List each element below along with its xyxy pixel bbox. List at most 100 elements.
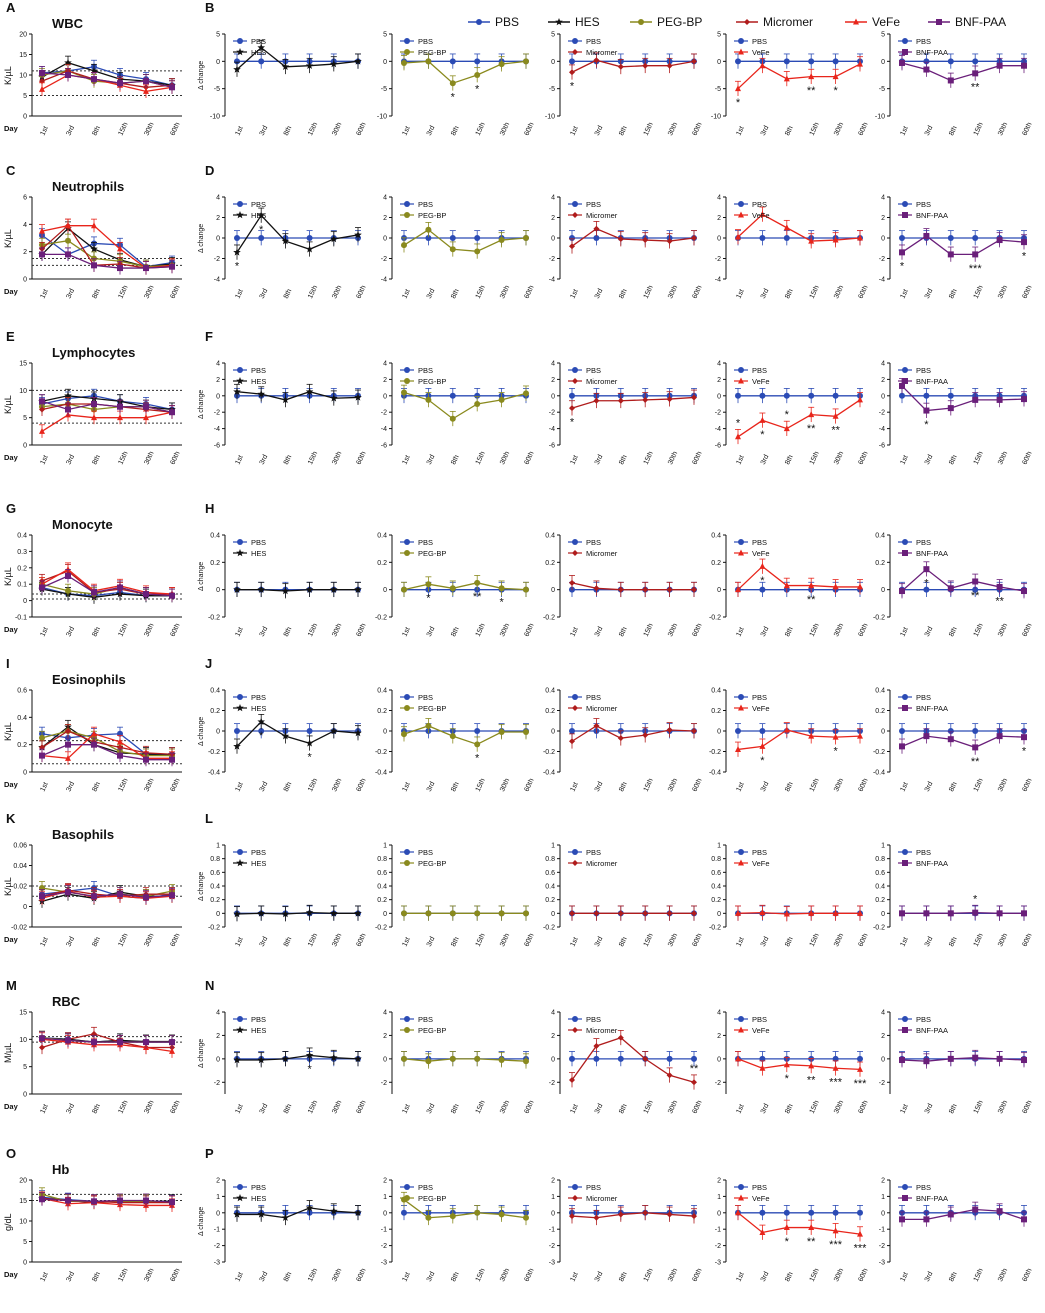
significance-mark: * [924, 578, 929, 590]
y-tick-label: 0.8 [377, 856, 387, 863]
bnf-paa-point [117, 752, 123, 759]
legend-label: HES [251, 549, 266, 558]
significance-mark: ** [971, 756, 980, 768]
bnf-paa-legend-marker [902, 378, 908, 384]
hes-point [233, 248, 241, 256]
panel-letter-left: M [6, 978, 17, 993]
peg-bp-point [425, 1214, 432, 1221]
micromer-point [666, 910, 673, 917]
x-tick-label: 3rd [65, 936, 76, 948]
legend-label: PBS [251, 366, 266, 375]
legend-label: PBS [418, 693, 433, 702]
x-tick-label: 3rd [594, 454, 605, 466]
bnf-paa-line [901, 385, 1025, 412]
x-tick-label: 1st [899, 936, 909, 947]
y-tick-label: 0 [881, 1056, 885, 1063]
bnf-paa-point [91, 76, 97, 83]
micromer-legend-marker [572, 212, 578, 218]
x-tick-label: 30th [499, 1267, 511, 1282]
significance-mark: ** [473, 591, 482, 603]
hes-point [354, 57, 362, 65]
vefe-point [65, 754, 71, 761]
vefe-legend-marker [738, 211, 744, 218]
x-tick-label: 60th [355, 1099, 367, 1114]
y-tick-label: 0.4 [17, 533, 27, 540]
x-tick-label: 15th [117, 121, 129, 136]
legend-label: BNF-PAA [916, 704, 948, 713]
bnf-paa-point [117, 584, 123, 591]
legend-label: PBS [752, 37, 767, 46]
y-tick-label: 0 [383, 1056, 387, 1063]
x-tick-label: 1st [735, 1103, 745, 1114]
y-tick-label: 1 [881, 1194, 885, 1201]
peg-bp-point [474, 910, 481, 917]
row-monocyte: G Monocyte H K/µL -0.1 0 0.1 0.2 0.3 0.4 Day 1st 3rd… [3, 501, 1034, 638]
y-tick-label: -4 [879, 277, 885, 284]
hes-point [354, 909, 362, 917]
peg-bp-point [449, 733, 456, 740]
bnf-paa-point [143, 756, 149, 763]
panel-legend: PBS Micromer [568, 1183, 618, 1203]
bnf-paa-legend-marker [902, 1027, 908, 1033]
pbs-point [617, 1055, 624, 1062]
x-tick-label: 30th [143, 932, 155, 947]
peg-bp-point [425, 722, 432, 729]
y-tick-label: -6 [381, 443, 387, 450]
vefe-point [759, 1064, 766, 1071]
pbs-point [735, 728, 741, 734]
y-tick-label: 4 [717, 1010, 721, 1017]
significance-mark: ** [971, 82, 980, 94]
pbs-legend-marker [237, 539, 243, 545]
micromer-point [642, 396, 649, 403]
y-tick-label: 4 [551, 361, 555, 368]
x-tick-label: 1st [569, 936, 579, 947]
vefe-line [737, 565, 860, 591]
delta-panel-micromer: -0.2 0 0.2 0.4 1st 3rd 8th 15th 30th 60th PBS Micro… [543, 533, 704, 638]
hes-point [233, 1056, 241, 1064]
x-tick-label: 3rd [924, 1271, 935, 1283]
bnf-paa-series [899, 1049, 1027, 1069]
micromer-point [569, 405, 575, 412]
x-tick-label: 60th [355, 450, 367, 465]
micromer-series [569, 52, 697, 80]
pbs-point [899, 728, 905, 734]
y-tick-label: 0.8 [210, 856, 220, 863]
pbs-point [759, 1209, 766, 1216]
bnf-paa-point [91, 893, 97, 900]
legend-label: VeFe [752, 1194, 770, 1203]
micromer-series [569, 575, 697, 598]
bnf-paa-point [65, 251, 71, 258]
x-tick-label: 1st [569, 781, 579, 792]
delta-axis-label: Δ change [198, 224, 205, 253]
delta-panel-bnf-paa: -6 -4 -2 0 2 4 1st 3rd 8th 15th 30th 60th PBS BNF-PAA… [879, 361, 1034, 466]
peg-bp-line [403, 391, 527, 420]
x-tick-label: 60th [355, 121, 367, 136]
vefe-series [735, 206, 863, 249]
panel-title: RBC [52, 994, 81, 1009]
pbs-legend-marker [237, 201, 243, 207]
micromer-line [571, 228, 695, 247]
panel-legend: PBS PEG-BP [400, 200, 446, 220]
bnf-paa-point [39, 752, 45, 759]
legend-label: PBS [752, 538, 767, 547]
x-tick-label: 1st [234, 936, 244, 947]
legend-label: PEG-BP [418, 1026, 446, 1035]
panel-legend: PBS PEG-BP [400, 693, 446, 713]
hes-point [257, 211, 265, 219]
delta-panel-micromer: -0.2 0 0.2 0.4 0.6 0.8 1 1st 3rd 8th 15th 30th 60th P… [543, 843, 704, 948]
x-tick-label: 30th [997, 1099, 1009, 1114]
y-tick-label: 0 [551, 59, 555, 66]
legend-item: BNF-PAA [928, 15, 1006, 29]
x-tick-label: 15th [809, 622, 821, 637]
y-tick-label: 4 [717, 361, 721, 368]
panel-legend: PBS HES [233, 200, 266, 220]
hes-point [330, 60, 338, 68]
x-tick-label: 1st [569, 125, 579, 136]
y-tick-label: 2 [383, 1033, 387, 1040]
peg-bp-point [401, 1055, 407, 1062]
x-tick-label: 60th [1021, 284, 1033, 299]
bnf-paa-series [39, 394, 175, 419]
x-tick-label: 30th [499, 284, 511, 299]
